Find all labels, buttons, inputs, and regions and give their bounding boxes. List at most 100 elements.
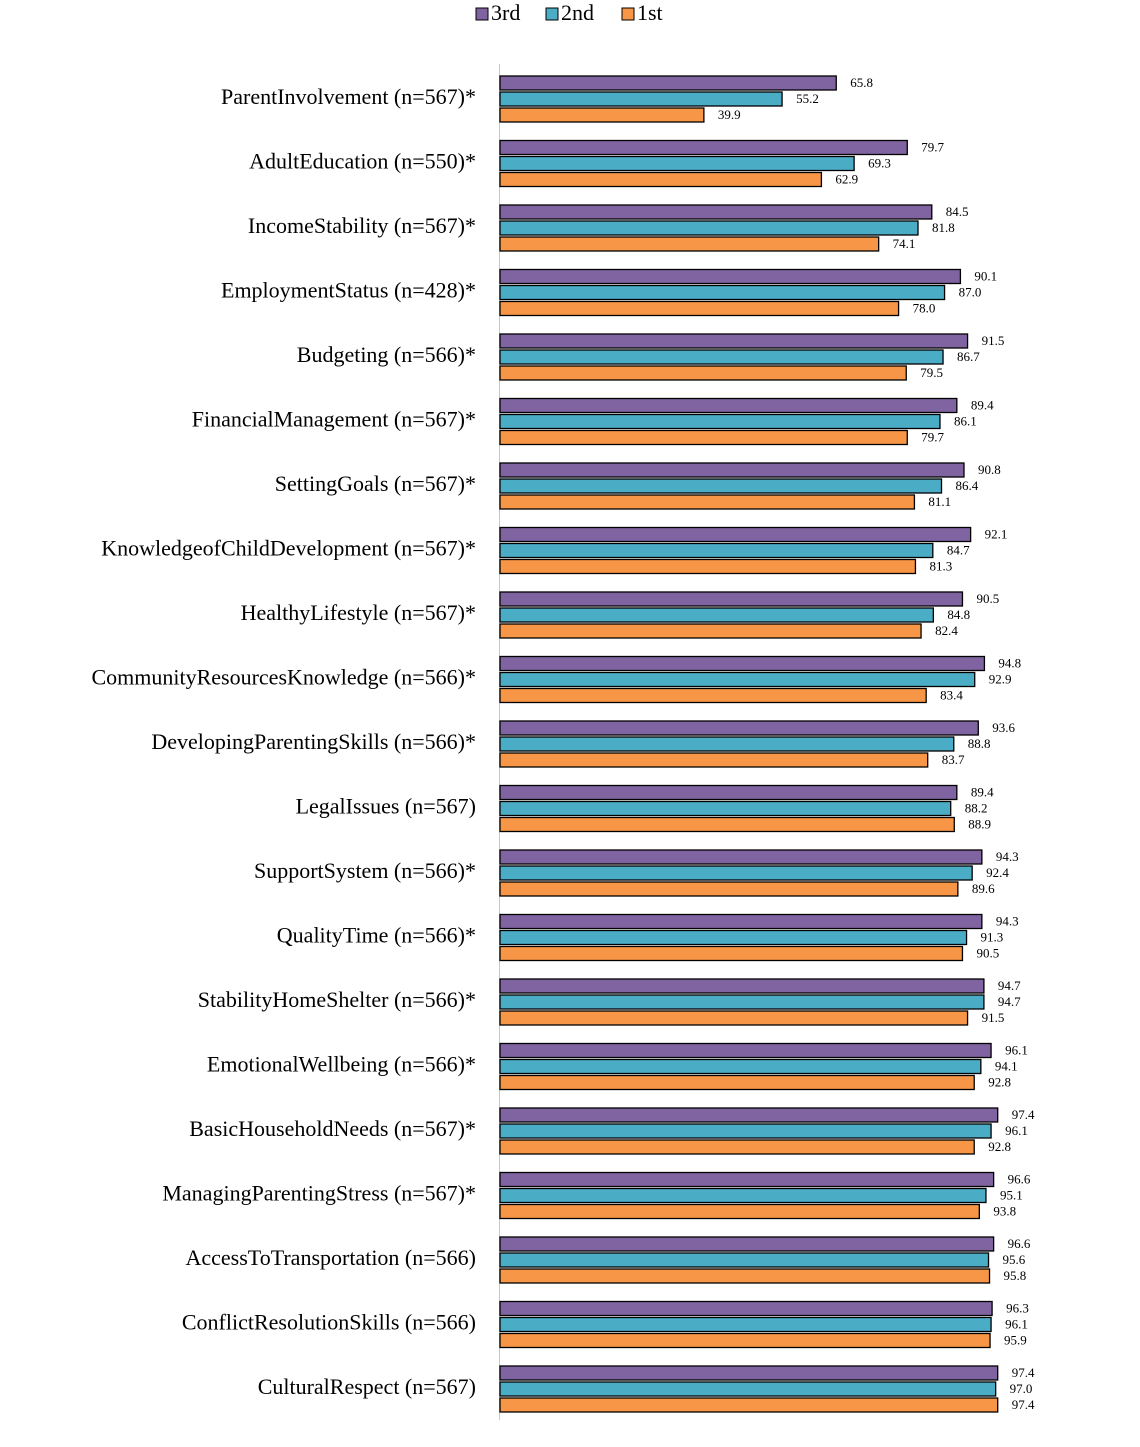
- value-label: 81.3: [929, 558, 952, 573]
- value-label: 84.8: [947, 607, 970, 622]
- bar: [499, 1010, 969, 1026]
- category-label: FinancialManagement (n=567)*: [192, 407, 476, 432]
- bar: [499, 75, 837, 91]
- bar: [499, 284, 946, 301]
- bar: [499, 752, 929, 768]
- bar: [499, 220, 919, 236]
- category-label: BasicHouseholdNeeds (n=567)*: [189, 1116, 476, 1141]
- bar: [499, 671, 976, 688]
- legend-swatch: [545, 7, 559, 21]
- value-label: 96.1: [1005, 1123, 1028, 1138]
- bar: [499, 945, 964, 962]
- legend-swatch: [475, 7, 489, 21]
- category-label: ManagingParentingStress (n=567)*: [162, 1181, 476, 1206]
- value-label: 65.8: [850, 75, 873, 90]
- bar: [499, 204, 933, 220]
- category-label: Budgeting (n=566)*: [297, 342, 476, 367]
- bar: [499, 607, 934, 623]
- bar: [499, 736, 955, 752]
- bar: [499, 91, 783, 107]
- bar: [499, 494, 916, 510]
- value-label: 55.2: [796, 91, 819, 106]
- value-label: 94.1: [995, 1058, 1018, 1073]
- category-label: ConflictResolutionSkills (n=566): [182, 1310, 476, 1335]
- bar: [499, 1058, 982, 1075]
- category-label: SettingGoals (n=567)*: [275, 471, 476, 496]
- value-label: 95.9: [1004, 1332, 1027, 1347]
- value-label: 96.1: [1005, 1316, 1028, 1331]
- legend-swatch: [621, 7, 635, 21]
- legend-label: 3rd: [491, 0, 520, 25]
- value-label: 86.4: [956, 478, 979, 493]
- category-label: KnowledgeofChildDevelopment (n=567)*: [101, 536, 476, 561]
- bar: [499, 1381, 997, 1397]
- bar: [499, 1139, 975, 1155]
- value-label: 91.5: [982, 1010, 1005, 1025]
- bar: [499, 429, 908, 446]
- value-label: 97.4: [1012, 1365, 1035, 1380]
- bar: [499, 1332, 991, 1349]
- category-label: AccessToTransportation (n=566): [185, 1245, 476, 1270]
- value-label: 95.6: [1003, 1252, 1026, 1267]
- bar: [499, 720, 979, 736]
- bar: [499, 526, 972, 543]
- bar: [499, 1042, 992, 1059]
- bar: [499, 155, 855, 172]
- value-label: 86.7: [957, 349, 980, 364]
- bar: [499, 978, 985, 994]
- value-label: 81.1: [928, 494, 951, 509]
- bar: [499, 171, 823, 188]
- bar: [499, 139, 908, 156]
- bar: [499, 1236, 995, 1252]
- value-label: 78.0: [913, 300, 936, 315]
- value-label: 84.7: [947, 542, 970, 557]
- value-label: 90.5: [976, 945, 999, 960]
- bar: [499, 784, 958, 801]
- value-label: 93.8: [993, 1203, 1016, 1218]
- value-label: 92.8: [988, 1139, 1011, 1154]
- bar: [499, 413, 941, 430]
- bar: [499, 655, 986, 672]
- value-label: 89.4: [971, 784, 994, 799]
- value-label: 90.1: [974, 268, 997, 283]
- value-label: 86.1: [954, 413, 977, 428]
- value-label: 84.5: [946, 204, 969, 219]
- value-label: 96.3: [1006, 1300, 1029, 1315]
- bar: [499, 913, 983, 930]
- bar: [499, 929, 968, 946]
- bar: [499, 268, 962, 285]
- category-label: ParentInvolvement (n=567)*: [221, 84, 476, 109]
- value-label: 90.8: [978, 462, 1001, 477]
- value-label: 88.8: [968, 736, 991, 751]
- bar: [499, 1268, 991, 1284]
- category-label: EmotionalWellbeing (n=566)*: [207, 1052, 476, 1077]
- value-label: 90.5: [976, 591, 999, 606]
- value-label: 81.8: [932, 220, 955, 235]
- value-label: 92.9: [989, 671, 1012, 686]
- value-label: 97.4: [1012, 1107, 1035, 1122]
- value-label: 92.8: [988, 1074, 1011, 1089]
- value-label: 94.8: [998, 655, 1021, 670]
- bar: [499, 849, 983, 865]
- value-label: 96.6: [1008, 1171, 1031, 1186]
- category-label: DevelopingParentingSkills (n=566)*: [151, 729, 476, 754]
- bar: [499, 1107, 999, 1123]
- bar: [499, 1365, 999, 1381]
- bar: [499, 365, 907, 381]
- bar: [499, 687, 927, 704]
- value-label: 79.7: [921, 139, 944, 154]
- category-label: CulturalRespect (n=567): [258, 1374, 476, 1399]
- value-label: 96.6: [1008, 1236, 1031, 1251]
- bar: [499, 478, 943, 494]
- value-label: 92.4: [986, 865, 1009, 880]
- value-label: 88.9: [968, 816, 991, 831]
- category-label: EmploymentStatus (n=428)*: [221, 278, 476, 303]
- value-label: 91.5: [982, 333, 1005, 348]
- bar: [499, 1171, 995, 1188]
- bar: [499, 1252, 990, 1268]
- bar: [499, 591, 964, 607]
- bar: [499, 1397, 999, 1413]
- category-label: HealthyLifestyle (n=567)*: [241, 600, 476, 625]
- value-label: 94.7: [998, 994, 1021, 1009]
